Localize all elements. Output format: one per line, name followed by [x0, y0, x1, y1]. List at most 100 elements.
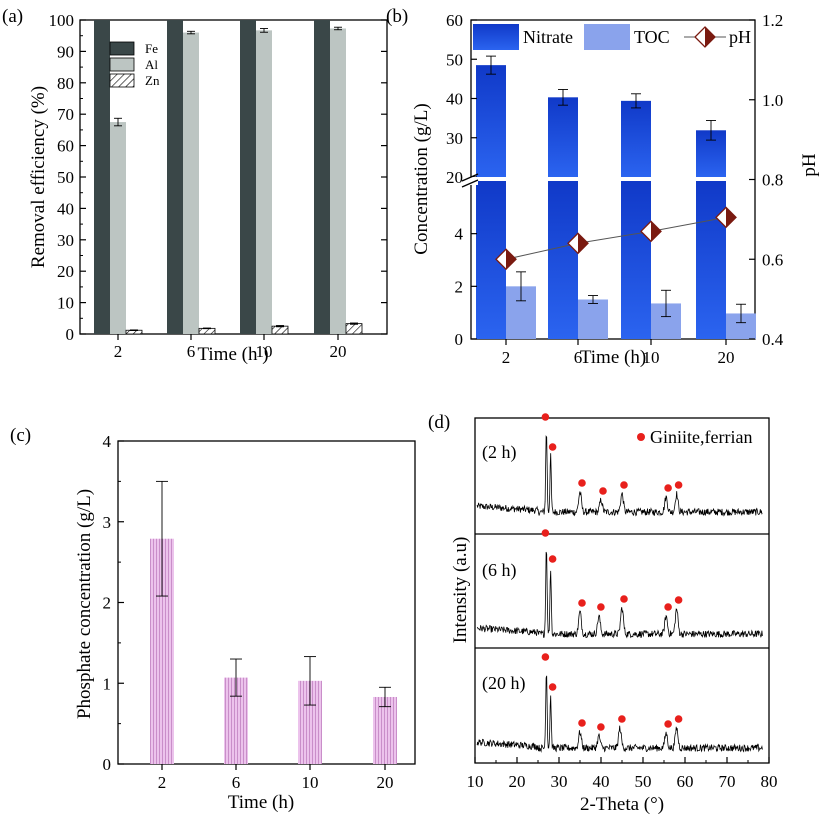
- y-tick-label-30: 30: [57, 231, 74, 250]
- panel-a-x-axis-label: Time (h ): [197, 344, 268, 365]
- bar-al-20h: [330, 28, 346, 335]
- ph-marker-fill: [578, 233, 588, 254]
- panel-d-y-axis-label: Intensity (a.u): [450, 537, 471, 644]
- x-tick-label-6: 6: [574, 348, 583, 367]
- y-tick-label-20: 20: [57, 262, 74, 281]
- bar-toc-6h: [578, 299, 608, 339]
- bar-nitrate-upper-6h: [548, 97, 578, 177]
- xrd-trace-2: [476, 675, 763, 753]
- x-tick-label-10: 10: [256, 342, 273, 361]
- panel-d-legend: Giniite,ferrian: [637, 427, 752, 447]
- legend-label-toc: TOC: [634, 27, 670, 47]
- x-tick-label-60: 60: [677, 772, 694, 791]
- y2-tick-label-0.6: 0.6: [762, 250, 783, 269]
- y-tick-label-3: 3: [103, 513, 112, 532]
- peak-marker-58: [674, 481, 683, 489]
- panel-b-y-axis-label: Concentration (g/L): [411, 103, 432, 254]
- xrd-trace-1: [476, 551, 763, 639]
- y-tick-label-2: 2: [103, 594, 112, 613]
- peak-marker-35: [578, 719, 586, 727]
- bar-nitrate-lower-6h: [548, 181, 578, 339]
- x-tick-label-40: 40: [593, 772, 610, 791]
- x-tick-label-20: 20: [718, 348, 735, 367]
- y-tick-label-0: 0: [103, 755, 112, 774]
- x-tick-label-2: 2: [114, 342, 123, 361]
- legend-marker-giniite: [637, 433, 645, 441]
- panel-b-x-axis-label: Time (h): [580, 347, 646, 368]
- x-tick-label-10: 10: [643, 348, 660, 367]
- bar-fe-6h: [167, 20, 183, 334]
- ph-marker-20h: [715, 206, 737, 229]
- bar-zn-6h: [198, 327, 216, 335]
- x-tick-label-20: 20: [330, 342, 347, 361]
- bar-nitrate-lower-20h: [696, 181, 726, 339]
- bar-fe-20h: [314, 20, 330, 334]
- y-tick-label-upper-60: 60: [446, 11, 463, 30]
- y-tick-label-40: 40: [57, 199, 74, 218]
- x-tick-label-20: 20: [377, 773, 394, 792]
- legend-marker-ph: [694, 26, 716, 48]
- x-tick-label-50: 50: [635, 772, 652, 791]
- ph-marker-fill: [651, 221, 661, 242]
- legend-label-ph: pH: [729, 27, 751, 47]
- panel-d-label: (d): [428, 412, 450, 433]
- y2-tick-label-1.0: 1.0: [762, 91, 783, 110]
- x-tick-label-10: 10: [467, 772, 484, 791]
- peak-marker-27: [541, 529, 550, 537]
- x-tick-label-6: 6: [232, 773, 241, 792]
- y-tick-label-lower-4: 4: [455, 225, 464, 244]
- x-tick-label-80: 80: [761, 772, 778, 791]
- panel-a-legend: Fe Al Zn: [109, 41, 160, 88]
- x-tick-label-20: 20: [509, 772, 526, 791]
- trace-label-1: (6 h): [482, 560, 517, 581]
- peak-marker-28: [548, 683, 557, 691]
- peak-marker-35: [578, 479, 586, 487]
- bar-al-10h: [256, 30, 272, 334]
- y2-tick-label-0.8: 0.8: [762, 171, 783, 190]
- bar-al-6h: [183, 32, 199, 335]
- y-tick-label-10: 10: [57, 294, 74, 313]
- y-tick-label-upper-20: 20: [446, 168, 463, 187]
- y-tick-label-0: 0: [66, 325, 75, 344]
- y-tick-label-upper-50: 50: [446, 50, 463, 69]
- panel-c-y-axis-label: Phosphate concentration (g/L): [74, 489, 95, 719]
- x-tick-label-10: 10: [302, 773, 319, 792]
- peak-marker-45: [620, 481, 628, 489]
- bar-nitrate-lower-10h: [621, 181, 651, 339]
- y-tick-label-80: 80: [57, 74, 74, 93]
- y2-tick-label-0.4: 0.4: [762, 330, 784, 349]
- legend-label-fe: Fe: [145, 41, 158, 56]
- y-tick-label-60: 60: [57, 137, 74, 156]
- panel-c-x-axis-label: Time (h): [228, 792, 294, 813]
- y-tick-label-upper-30: 30: [446, 129, 463, 148]
- panel-d-frame: [474, 417, 770, 764]
- peak-marker-58: [674, 715, 683, 723]
- y-tick-label-lower-2: 2: [455, 277, 464, 296]
- peak-marker-27: [541, 653, 550, 661]
- panel-d-x-axis-label: 2-Theta (°): [580, 794, 664, 815]
- legend-label-zn: Zn: [145, 73, 160, 88]
- ph-marker-fill: [506, 249, 516, 270]
- legend-label-giniite: Giniite,ferrian: [650, 427, 752, 447]
- y-tick-label-90: 90: [57, 42, 74, 61]
- peak-marker-44.5: [618, 715, 626, 723]
- peak-marker-55.5: [664, 603, 672, 611]
- x-tick-label-30: 30: [551, 772, 568, 791]
- peak-marker-55.5: [664, 484, 672, 492]
- panel-c-label: (c): [10, 425, 31, 446]
- panel-b: (b) 20 30 40 50 60 0 2 4 0.4 0.6 0.8 1.0 1.2 2 6 10 20…: [386, 6, 820, 368]
- panel-a-y-axis-label: Removal efficiency (%): [28, 86, 49, 268]
- bar-zn-10h: [271, 325, 289, 335]
- peak-marker-45: [620, 595, 628, 603]
- y-tick-label-70: 70: [57, 105, 74, 124]
- peak-marker-39.5: [597, 723, 605, 731]
- panel-b-label: (b): [386, 6, 408, 27]
- peak-marker-27: [541, 413, 550, 421]
- legend-label-nitrate: Nitrate: [523, 27, 573, 47]
- ph-marker-10h: [640, 220, 662, 243]
- bar-nitrate-upper-2h: [476, 65, 506, 177]
- bar-zn-20h: [345, 323, 363, 335]
- y-tick-label-100: 100: [49, 11, 75, 30]
- panel-b-legend: Nitrate TOC pH: [473, 24, 751, 50]
- ph-line: [505, 216, 727, 260]
